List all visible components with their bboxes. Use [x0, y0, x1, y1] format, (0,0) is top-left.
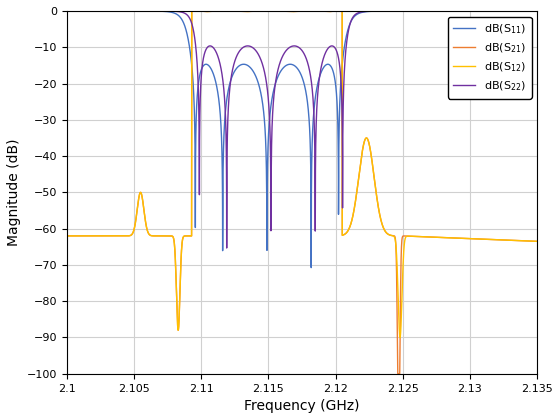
dB(S$_{11}$) [291, 63, 297, 68]
dB(S$_{11}$) [488, 8, 494, 13]
Line: dB(S$_{12}$): dB(S$_{12}$) [67, 11, 537, 338]
X-axis label: Frequency (GHz): Frequency (GHz) [244, 399, 360, 413]
dB(S$_{22}$) [291, 43, 297, 48]
dB(S$_{21}$) [63, 234, 70, 239]
dB(S$_{11}$) [500, 8, 507, 13]
Legend: dB(S$_{11}$), dB(S$_{21}$), dB(S$_{12}$), dB(S$_{22}$): dB(S$_{11}$), dB(S$_{21}$), dB(S$_{12}$)… [447, 16, 531, 99]
dB(S$_{12}$) [488, 237, 494, 242]
dB(S$_{12}$) [534, 239, 540, 244]
dB(S$_{22}$) [534, 8, 540, 13]
dB(S$_{12}$) [155, 234, 162, 239]
dB(S$_{11}$) [63, 8, 70, 13]
dB(S$_{21}$) [155, 234, 162, 239]
dB(S$_{12}$) [308, 8, 315, 13]
dB(S$_{22}$) [488, 8, 494, 13]
dB(S$_{22}$) [223, 246, 230, 251]
dB(S$_{22}$) [503, 8, 510, 13]
dB(S$_{22}$) [500, 8, 507, 13]
dB(S$_{12}$) [500, 237, 507, 242]
dB(S$_{21}$) [500, 237, 507, 242]
dB(S$_{11}$) [155, 9, 162, 14]
dB(S$_{21}$) [389, 233, 395, 238]
dB(S$_{22}$) [63, 8, 70, 13]
dB(S$_{11}$) [389, 8, 395, 13]
Line: dB(S$_{21}$): dB(S$_{21}$) [67, 11, 537, 374]
dB(S$_{11}$) [534, 8, 540, 13]
dB(S$_{11}$) [503, 8, 510, 13]
dB(S$_{21}$) [291, 9, 297, 14]
dB(S$_{22}$) [155, 8, 162, 13]
dB(S$_{12}$) [63, 234, 70, 239]
Line: dB(S$_{22}$): dB(S$_{22}$) [67, 11, 537, 248]
dB(S$_{21}$) [534, 239, 540, 244]
dB(S$_{21}$) [308, 8, 315, 13]
dB(S$_{21}$) [394, 371, 401, 376]
dB(S$_{12}$) [389, 233, 395, 238]
dB(S$_{21}$) [488, 237, 494, 242]
dB(S$_{22}$) [389, 8, 395, 13]
dB(S$_{12}$) [291, 9, 297, 14]
dB(S$_{21}$) [503, 238, 510, 243]
dB(S$_{12}$) [396, 335, 403, 340]
Y-axis label: Magnitude (dB): Magnitude (dB) [7, 139, 21, 246]
dB(S$_{12}$) [503, 238, 510, 243]
Line: dB(S$_{11}$): dB(S$_{11}$) [67, 11, 537, 268]
dB(S$_{11}$) [308, 265, 315, 270]
